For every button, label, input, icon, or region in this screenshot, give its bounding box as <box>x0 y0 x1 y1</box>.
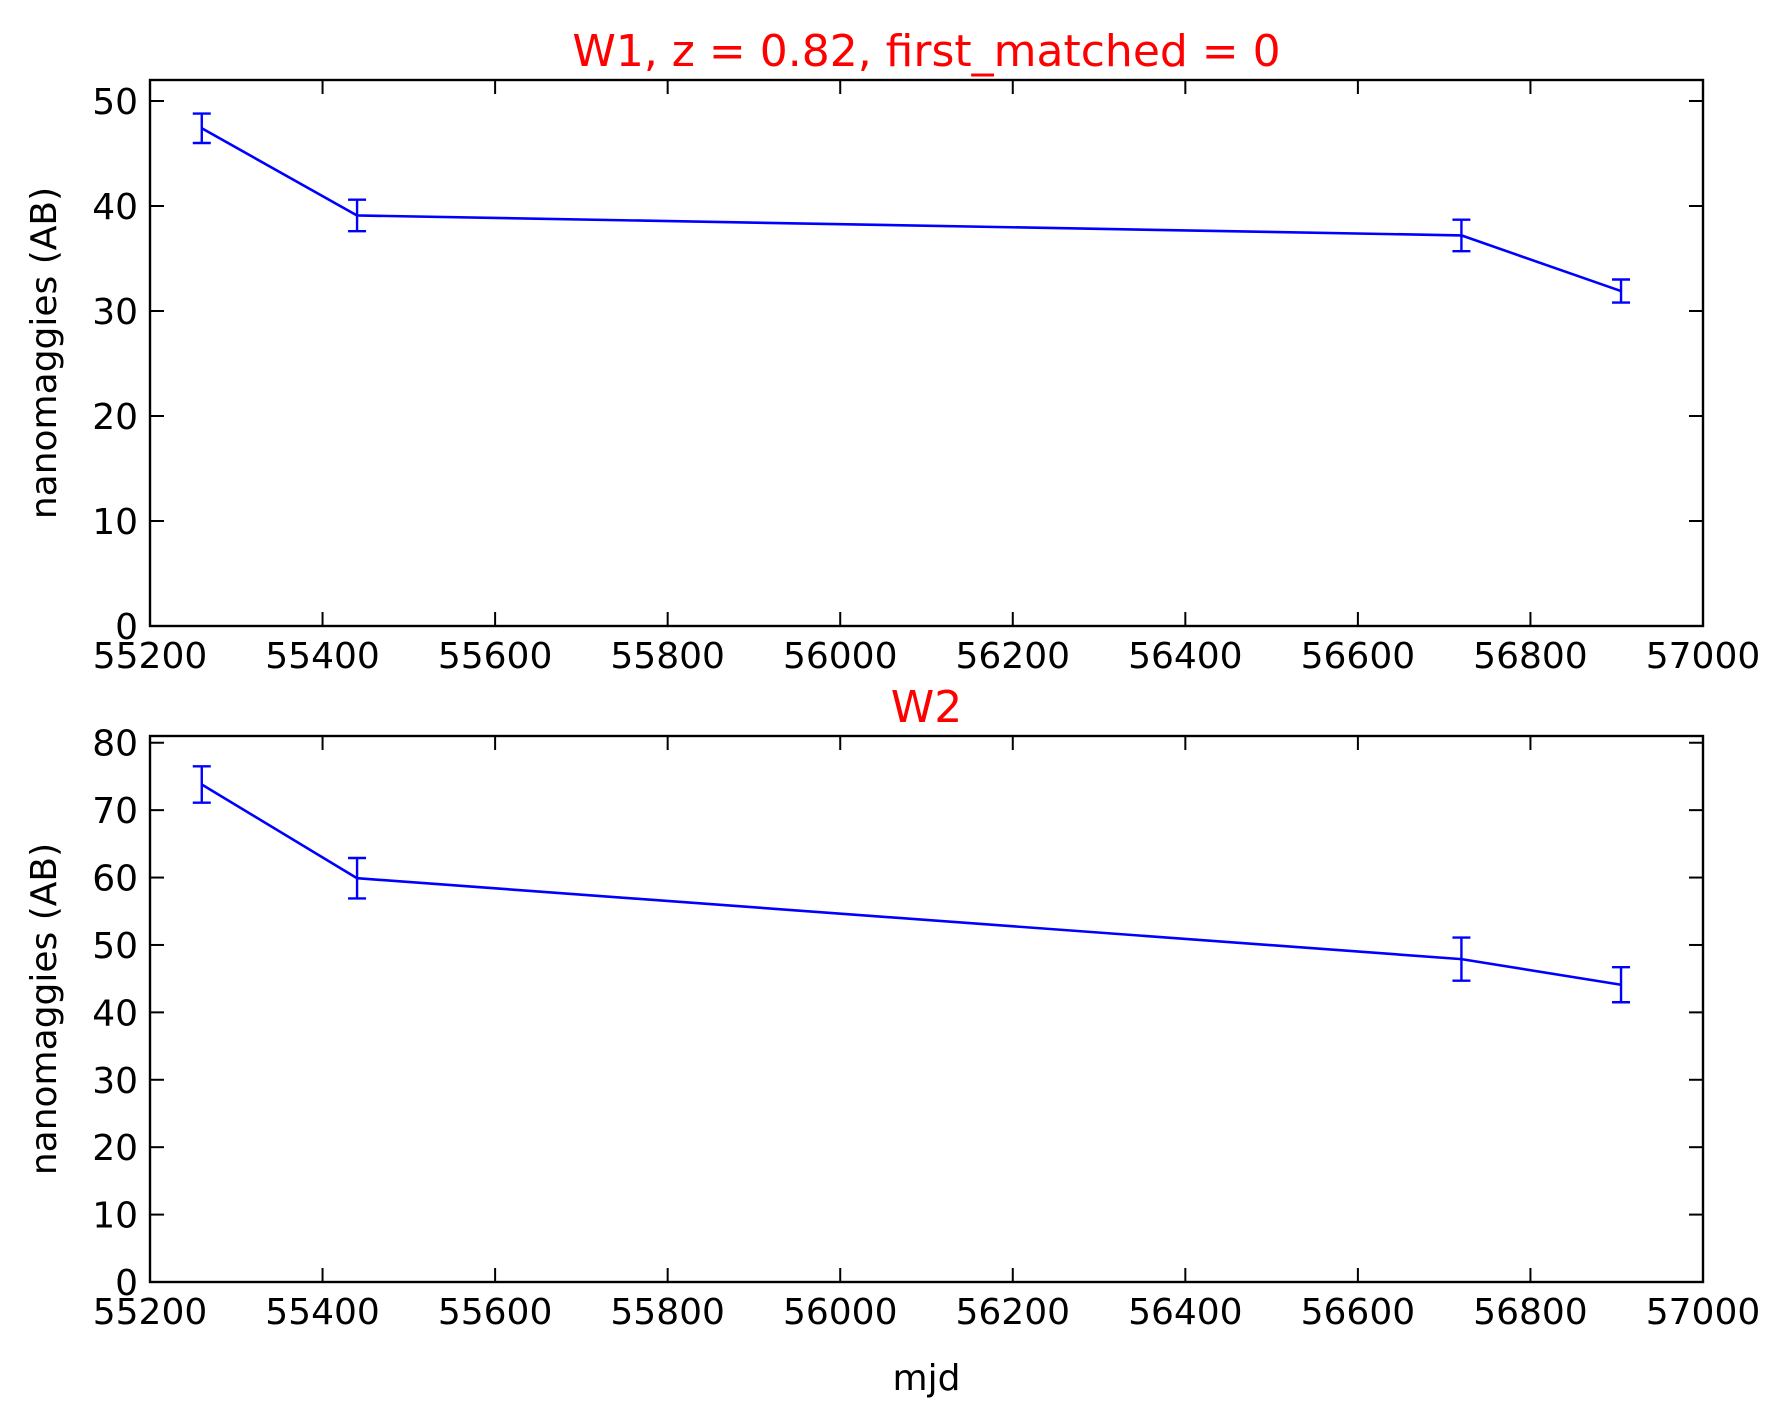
x-tick-label: 56600 <box>1301 636 1416 677</box>
x-tick-label: 55800 <box>610 1292 725 1333</box>
x-tick-label: 56800 <box>1473 1292 1588 1333</box>
x-tick-label: 56000 <box>783 1292 898 1333</box>
y-tick-label: 80 <box>92 724 138 765</box>
series-line <box>201 783 1622 987</box>
y-tick-label: 30 <box>92 1061 138 1102</box>
y-tick-label: 50 <box>92 926 138 967</box>
y-tick-label: 20 <box>92 1128 138 1169</box>
chart-title: W1, z = 0.82, first_matched = 0 <box>572 26 1280 77</box>
series-1 <box>192 765 1631 1004</box>
x-tick-label: 57000 <box>1646 1292 1761 1333</box>
x-tick-label: 55600 <box>438 636 553 677</box>
x-tick-label: 56400 <box>1128 1292 1243 1333</box>
chart-title: W2 <box>891 682 963 733</box>
series-line <box>201 127 1622 293</box>
x-tick-label: 57000 <box>1646 636 1761 677</box>
y-tick-label: 0 <box>115 1263 138 1304</box>
y-tick-label: 40 <box>92 993 138 1034</box>
x-tick-label: 55800 <box>610 636 725 677</box>
y-tick-label: 40 <box>92 187 138 228</box>
x-tick-label: 55400 <box>265 636 380 677</box>
y-tick-label: 30 <box>92 292 138 333</box>
x-axis-label: mjd <box>893 1358 961 1399</box>
chart-panel-2: W2 55200 55400 55600 55800 56000 56200 56400 566… <box>24 682 1760 1399</box>
y-axis-label: nanomaggies (AB) <box>24 843 65 1175</box>
x-tick-label: 56200 <box>956 636 1071 677</box>
x-tick-label: 56400 <box>1128 636 1243 677</box>
chart-panel-1: W1, z = 0.82, first_matched = 0 55200 5540… <box>24 26 1760 677</box>
series-1 <box>192 112 1631 304</box>
plot-frame <box>148 734 1705 1284</box>
y-tick-label: 20 <box>92 397 138 438</box>
x-tick-label: 55200 <box>93 1292 208 1333</box>
x-tick-label: 56200 <box>956 1292 1071 1333</box>
x-tick-label: 55400 <box>265 1292 380 1333</box>
x-tick-label: 56800 <box>1473 636 1588 677</box>
plot-frame <box>148 78 1705 628</box>
y-tick-label: 70 <box>92 791 138 832</box>
y-tick-label: 0 <box>115 607 138 648</box>
y-tick-label: 10 <box>92 502 138 543</box>
x-tick-label: 55600 <box>438 1292 553 1333</box>
y-tick-label: 10 <box>92 1196 138 1237</box>
x-tick-label: 56600 <box>1301 1292 1416 1333</box>
x-tick-label: 56000 <box>783 636 898 677</box>
y-tick-label: 60 <box>92 859 138 900</box>
panels: W1, z = 0.82, first_matched = 0 55200 5540… <box>24 26 1760 1399</box>
y-tick-label: 50 <box>92 82 138 123</box>
y-axis-label: nanomaggies (AB) <box>24 187 65 519</box>
x-tick-label: 55200 <box>93 636 208 677</box>
